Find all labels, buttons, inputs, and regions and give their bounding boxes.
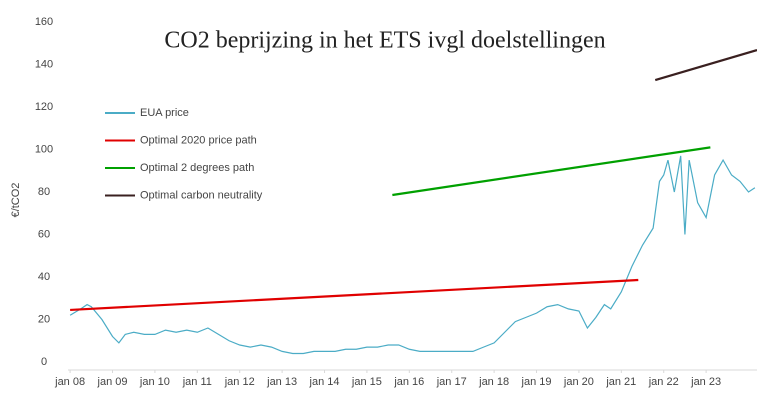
y-axis-label: €/tCO2	[10, 183, 22, 218]
y-tick-label: 140	[35, 58, 53, 70]
x-tick-label: jan 08	[54, 376, 85, 388]
x-tick-label: jan 18	[478, 376, 509, 388]
series-line	[654, 48, 757, 82]
series-line	[392, 146, 711, 197]
x-tick-label: jan 19	[521, 376, 552, 388]
x-tick-label: jan 14	[309, 376, 340, 388]
legend-label: EUA price	[140, 107, 189, 119]
y-tick-label: 80	[38, 186, 50, 198]
x-tick-label: jan 20	[563, 376, 594, 388]
x-tick-label: jan 21	[605, 376, 636, 388]
chart-title: CO2 beprijzing in het ETS ivgl doelstell…	[164, 28, 605, 54]
legend-label: Optimal carbon neutrality	[140, 189, 263, 201]
x-tick-label: jan 10	[139, 376, 170, 388]
x-tick-label: jan 22	[648, 376, 679, 388]
series-line	[69, 155, 756, 355]
y-tick-label: 20	[38, 313, 50, 325]
series-line	[70, 278, 639, 312]
x-tick-label: jan 09	[97, 376, 128, 388]
y-tick-label: 120	[35, 101, 53, 113]
x-tick-label: jan 17	[436, 376, 467, 388]
y-tick-label: 60	[38, 228, 50, 240]
x-tick-label: jan 15	[351, 376, 382, 388]
y-tick-label: 100	[35, 143, 53, 155]
y-tick-label: 40	[38, 271, 50, 283]
x-tick-label: jan 13	[266, 376, 297, 388]
x-tick-label: jan 16	[393, 376, 424, 388]
legend-label: Optimal 2020 price path	[140, 134, 257, 146]
y-tick-label: 160	[35, 16, 53, 28]
legend-label: Optimal 2 degrees path	[140, 162, 254, 174]
x-tick-label: jan 11	[182, 376, 212, 388]
x-tick-label: jan 23	[690, 376, 721, 388]
x-tick-label: jan 12	[224, 376, 255, 388]
y-tick-label: 0	[41, 356, 47, 368]
